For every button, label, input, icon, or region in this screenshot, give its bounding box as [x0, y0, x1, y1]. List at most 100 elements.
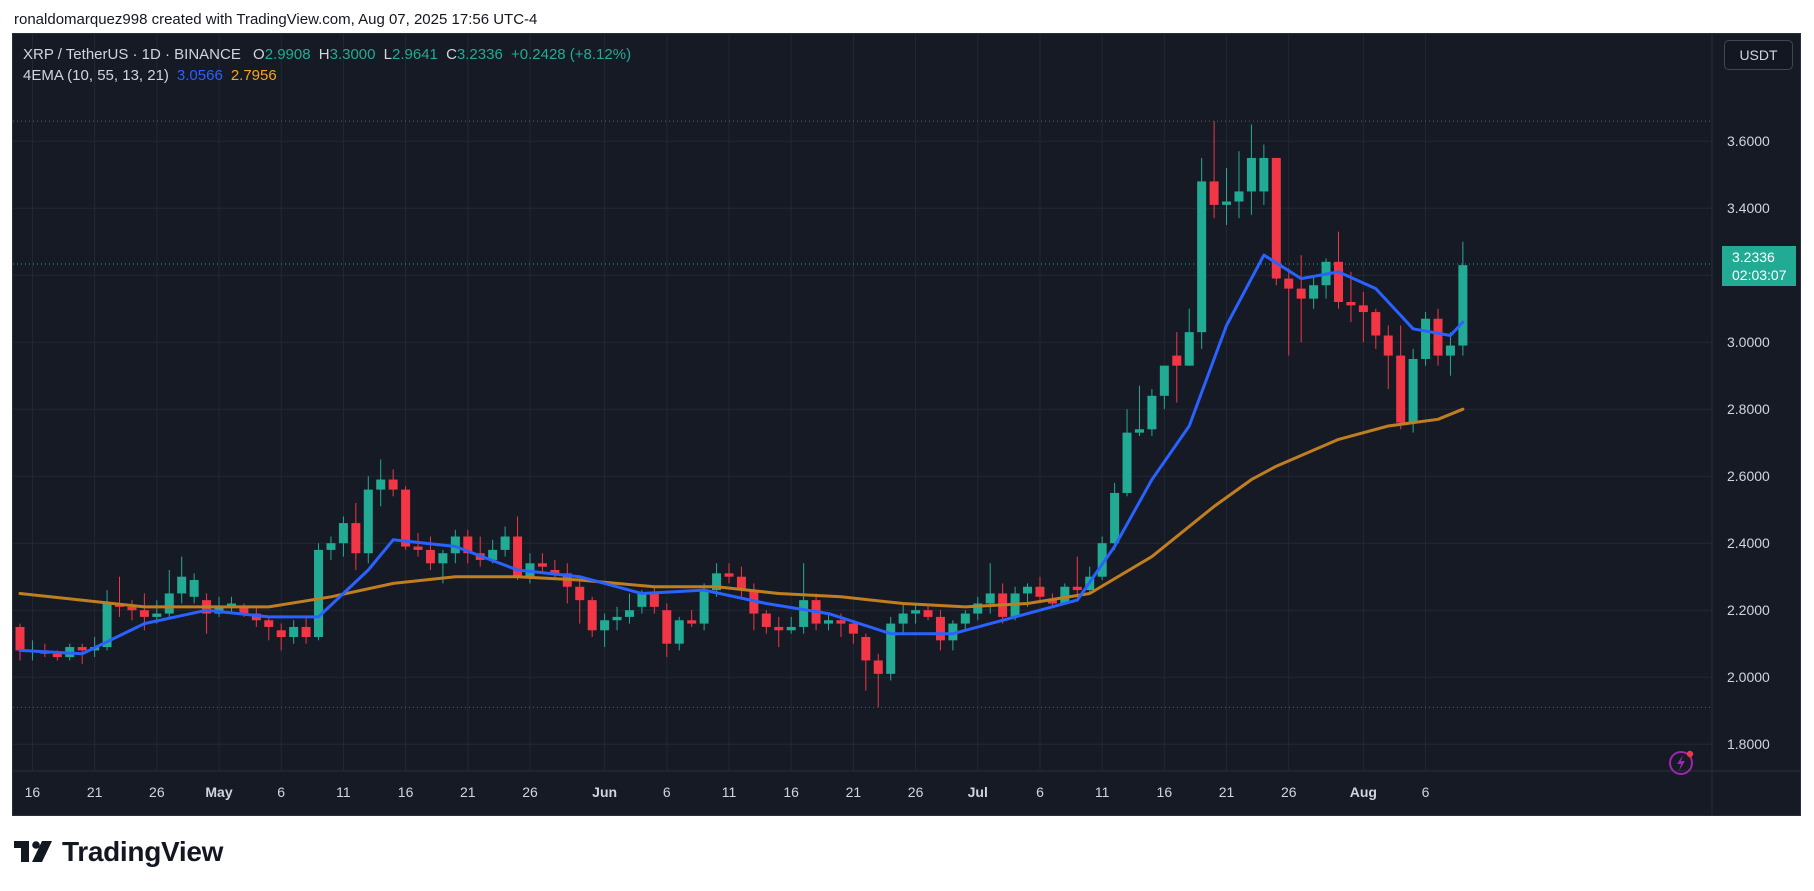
- chart-credit: ronaldomarquez998 created with TradingVi…: [14, 11, 538, 28]
- candle-body: [736, 576, 746, 591]
- candle: [1072, 556, 1082, 597]
- candle-body: [886, 623, 896, 674]
- candle: [314, 543, 324, 641]
- time-tick-label: Jul: [968, 784, 988, 800]
- candle-body: [463, 536, 473, 554]
- candle: [600, 613, 610, 648]
- candle-body: [1197, 181, 1207, 333]
- candles: [15, 121, 1468, 708]
- ema-legend[interactable]: 4EMA (10, 55, 13, 21) 3.0566 2.7956: [23, 67, 277, 84]
- candle: [562, 563, 572, 604]
- chart-frame[interactable]: 1.8000 2.0000 2.2000 2.4000 2.6000 2.8000 3.00…: [12, 33, 1801, 816]
- candle-body: [401, 489, 411, 547]
- lightning-bolt-icon[interactable]: [1667, 747, 1697, 777]
- candle: [1309, 275, 1319, 309]
- time-tick-label: 16: [25, 784, 41, 800]
- candle-body: [662, 610, 672, 644]
- ema-slow-line: [18, 407, 1465, 609]
- candle-body: [1134, 429, 1144, 433]
- tradingview-logo-icon: [14, 841, 52, 862]
- candle-body: [1296, 288, 1306, 299]
- candle-body: [425, 549, 435, 564]
- time-tick-label: 16: [398, 784, 414, 800]
- candle: [500, 526, 510, 557]
- candle: [463, 529, 473, 564]
- candle-body: [1358, 305, 1368, 313]
- candle: [786, 616, 796, 634]
- candle: [1147, 389, 1157, 436]
- candle: [425, 536, 435, 570]
- candle: [264, 616, 274, 641]
- candle-body: [1445, 345, 1455, 356]
- candle-body: [1110, 492, 1120, 544]
- candle: [1321, 258, 1331, 299]
- price-tick-label: 2.2000: [1727, 602, 1770, 618]
- candle-body: [1284, 278, 1294, 289]
- candle: [1408, 348, 1418, 433]
- candle-body: [724, 573, 734, 577]
- candle-body: [786, 626, 796, 631]
- candle-body: [152, 613, 162, 617]
- price-tick-label: 2.0000: [1727, 669, 1770, 685]
- price-tick-label: 2.6000: [1727, 468, 1770, 484]
- candle-body: [649, 593, 659, 607]
- bar-countdown: 02:03:07: [1732, 267, 1787, 283]
- candle-body: [1023, 586, 1033, 594]
- candle: [1284, 268, 1294, 356]
- candle-body: [1458, 265, 1468, 346]
- candle-body: [587, 600, 597, 631]
- candle-body: [1259, 157, 1269, 192]
- time-tick-label: 11: [336, 784, 351, 800]
- candle: [413, 533, 423, 557]
- candle: [1172, 332, 1182, 403]
- time-tick-label: 21: [87, 784, 103, 800]
- candle: [1445, 332, 1455, 376]
- candle-body: [712, 573, 722, 591]
- candle: [1110, 482, 1120, 550]
- symbol-label[interactable]: XRP / TetherUS · 1D · BINANCE: [23, 46, 241, 63]
- candle: [674, 616, 684, 651]
- candle: [898, 603, 908, 634]
- range-lines: [13, 120, 1712, 708]
- candle: [973, 596, 983, 621]
- candle: [301, 616, 311, 644]
- candle: [861, 633, 871, 691]
- candle: [115, 576, 125, 617]
- candle: [662, 603, 672, 658]
- candle-body: [338, 523, 348, 544]
- candle-body: [848, 623, 858, 634]
- ohlc-legend: XRP / TetherUS · 1D · BINANCE O2.9908 H3…: [23, 46, 635, 63]
- candle-body: [1234, 191, 1244, 202]
- tradingview-brand[interactable]: TradingView: [14, 836, 223, 868]
- candlestick-chart[interactable]: 1.8000 2.0000 2.2000 2.4000 2.6000 2.8000 3.00…: [13, 34, 1800, 815]
- candle-body: [351, 523, 361, 554]
- last-price-value: 3.2336: [1732, 249, 1775, 265]
- price-tick-label: 3.0000: [1727, 334, 1770, 350]
- time-tick-label: May: [205, 784, 232, 800]
- currency-button[interactable]: USDT: [1724, 40, 1793, 70]
- candle-body: [911, 610, 921, 614]
- open-label: O: [253, 46, 265, 63]
- candle: [1159, 365, 1169, 410]
- candle-body: [861, 637, 871, 661]
- candle-body: [102, 603, 112, 648]
- candle-body: [1383, 335, 1393, 356]
- candle: [1259, 144, 1269, 205]
- candle-body: [1097, 543, 1107, 577]
- candle-body: [973, 603, 983, 614]
- candle: [475, 536, 485, 567]
- high-value: 3.3000: [329, 46, 376, 63]
- candle: [1421, 312, 1431, 366]
- candle-body: [624, 610, 634, 617]
- candle: [189, 573, 199, 604]
- candle-body: [326, 543, 336, 550]
- price-tick-label: 1.8000: [1727, 736, 1770, 752]
- candle: [824, 613, 834, 631]
- candle-body: [1433, 318, 1443, 356]
- candle-body: [189, 580, 199, 597]
- ema-fast-value: 3.0566: [176, 67, 223, 84]
- candle-body: [687, 620, 697, 624]
- candle: [164, 570, 174, 617]
- last-price-badge: 3.2336 02:03:07: [1722, 246, 1796, 286]
- candle: [351, 503, 361, 570]
